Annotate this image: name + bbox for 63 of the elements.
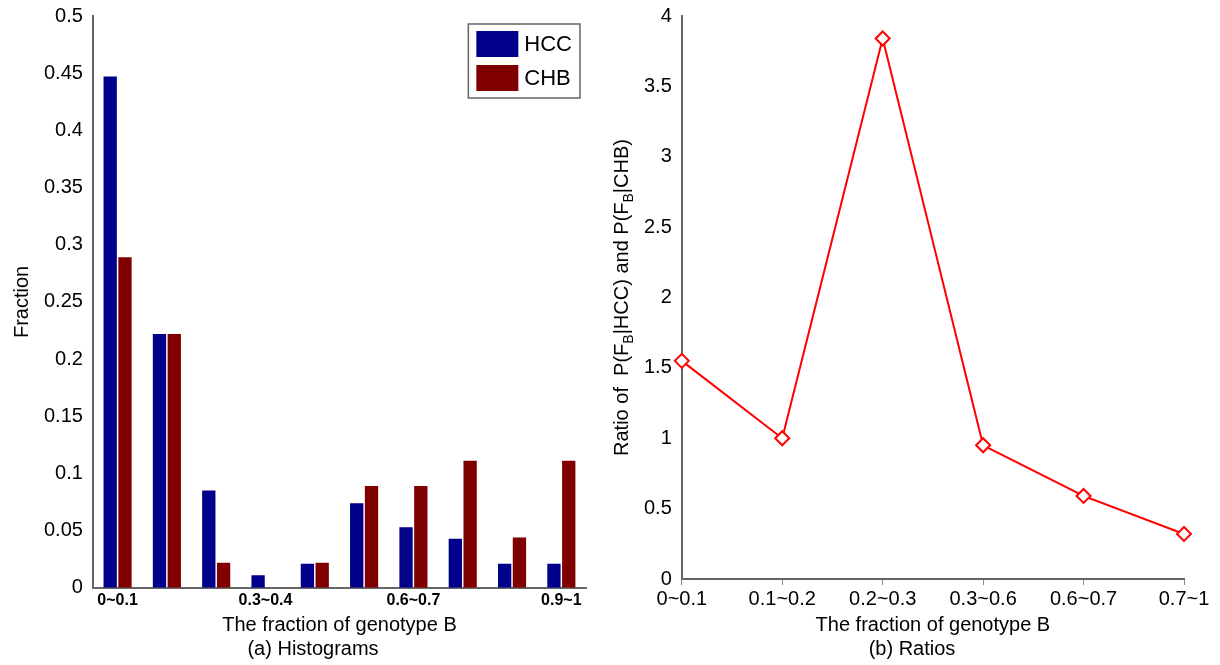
- x-tick-label: 0.3~0.4: [238, 590, 293, 608]
- point: [774, 430, 791, 447]
- y-tick-label: 4: [660, 3, 672, 26]
- text: (b) Ratios: [868, 636, 956, 659]
- x-tick-label: 0.1~0.2: [748, 586, 816, 609]
- bar: [251, 575, 265, 588]
- y-axis-title: Fraction: [9, 265, 32, 339]
- bar: [463, 460, 477, 588]
- legend-label: CHB: [524, 65, 571, 91]
- y-tick-label: 0.35: [43, 175, 83, 198]
- bar: [300, 563, 315, 588]
- y-tick-label: 1: [660, 425, 672, 448]
- y-tick-label: 3.5: [643, 73, 672, 96]
- bar: [364, 486, 379, 588]
- point: [874, 30, 891, 47]
- text: (a) Histograms: [247, 636, 379, 659]
- bar: [103, 76, 117, 588]
- bar: [497, 563, 512, 588]
- x-axis-title: The fraction of genotype B: [815, 612, 1051, 635]
- y-tick-label: 0.5: [643, 496, 672, 519]
- y-tick-label: 0.1: [55, 460, 83, 483]
- y-tick-label: 0.25: [43, 289, 83, 312]
- x-tick-label: 0~0.1: [97, 590, 138, 608]
- y-tick-label: 0.05: [43, 518, 83, 541]
- bar: [414, 486, 428, 588]
- bar: [562, 460, 576, 588]
- bar: [152, 333, 167, 588]
- bar: [315, 562, 329, 588]
- y-tick-label: 0.15: [43, 403, 83, 426]
- point: [673, 352, 690, 369]
- bar: [350, 503, 364, 588]
- bar: [399, 527, 413, 588]
- y-tick-label: 2.5: [643, 214, 672, 237]
- y-tick-label: 0.5: [55, 3, 83, 26]
- bar: [448, 538, 462, 588]
- x-tick-label: 0.6~0.7: [1049, 586, 1118, 609]
- x-tick-label: 0.9~1: [541, 590, 582, 608]
- y-tick-label: 0.2: [55, 346, 83, 369]
- x-tick-label: 0.3~0.6: [949, 586, 1017, 609]
- x-tick-label: 0.7~1: [1158, 586, 1210, 609]
- y-tick-label: 2: [660, 285, 672, 308]
- bar: [512, 537, 527, 588]
- point: [1075, 487, 1092, 504]
- x-tick-label: 0~0.1: [656, 586, 708, 609]
- point: [975, 437, 992, 454]
- y-tick-label: 0: [660, 566, 672, 589]
- bar: [202, 490, 216, 588]
- y-tick-label: 0: [71, 575, 83, 598]
- bar: [547, 563, 561, 588]
- bar: [118, 257, 132, 588]
- bar: [167, 333, 181, 588]
- x-tick-label: 0.2~0.3: [849, 586, 917, 609]
- y-tick-label: 1.5: [643, 355, 672, 378]
- y-tick-label: 3: [660, 144, 672, 167]
- y-tick-label: 0.3: [55, 232, 83, 255]
- x-axis-title: The fraction of genotype B: [222, 612, 457, 635]
- y-tick-label: 0.45: [43, 60, 83, 83]
- bar: [216, 562, 231, 588]
- point: [1176, 525, 1192, 542]
- y-tick-label: 0.4: [55, 117, 83, 140]
- x-tick-label: 0.6~0.7: [386, 590, 441, 608]
- y-axis-title: Ratio of P(FB|HCC) and P(FB|CHB): [609, 139, 636, 456]
- legend-label: HCC: [524, 31, 573, 57]
